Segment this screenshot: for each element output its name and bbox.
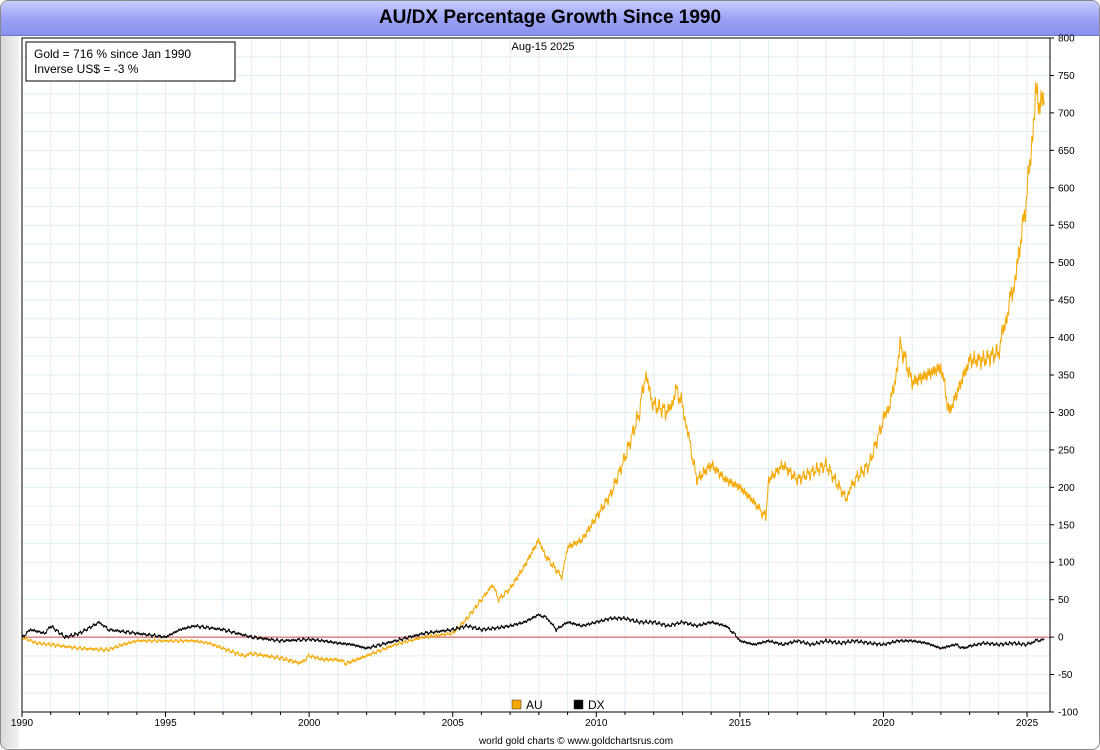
x-tick-labels: 1990 1995 2000 2005 2010 2015 2020 2025 bbox=[11, 718, 1039, 729]
x-tick-label: 2010 bbox=[585, 718, 608, 729]
y-tick-label: -50 bbox=[1058, 670, 1073, 681]
y-tick-label: 500 bbox=[1058, 258, 1075, 269]
y-tick-label: 600 bbox=[1058, 183, 1075, 194]
y-tick-label: 100 bbox=[1058, 558, 1075, 569]
x-tick-label: 2020 bbox=[872, 718, 895, 729]
x-tick-label: 2000 bbox=[298, 718, 321, 729]
y-tick-labels: 8007507006506005505004504003503002502001… bbox=[1058, 34, 1078, 719]
y-tick-label: 300 bbox=[1058, 408, 1075, 419]
legend-label-dx: DX bbox=[588, 698, 605, 712]
legend-label-au: AU bbox=[526, 698, 543, 712]
y-tick-label: 550 bbox=[1058, 221, 1075, 232]
x-tick-label: 2005 bbox=[442, 718, 465, 729]
y-tick-label: 0 bbox=[1058, 633, 1064, 644]
y-tick-label: 400 bbox=[1058, 333, 1075, 344]
left-strip bbox=[1, 36, 19, 748]
y-tick-label: -100 bbox=[1058, 708, 1078, 719]
info-dollar-text: Inverse US$ = -3 % bbox=[34, 62, 139, 76]
x-tick-label: 1990 bbox=[11, 718, 34, 729]
y-tick-label: 700 bbox=[1058, 108, 1075, 119]
series-line-au bbox=[21, 81, 1045, 666]
y-tick-label: 250 bbox=[1058, 445, 1075, 456]
y-tick-label: 750 bbox=[1058, 71, 1075, 82]
info-box: Gold = 716 % since Jan 1990 Inverse US$ … bbox=[25, 41, 236, 82]
x-tick-label: 2025 bbox=[1016, 718, 1039, 729]
legend: AU DX bbox=[511, 698, 605, 712]
grid-lines bbox=[21, 37, 1050, 713]
legend-swatch-dx bbox=[573, 699, 584, 710]
y-tick-label: 650 bbox=[1058, 146, 1075, 157]
title-bar: AU/DX Percentage Growth Since 1990 bbox=[1, 1, 1099, 36]
date-label: Aug-15 2025 bbox=[512, 41, 575, 53]
y-tick-label: 450 bbox=[1058, 296, 1075, 307]
y-tick-label: 150 bbox=[1058, 520, 1075, 531]
series-lines bbox=[21, 81, 1045, 666]
info-gold-text: Gold = 716 % since Jan 1990 bbox=[34, 47, 191, 61]
y-tick-label: 350 bbox=[1058, 371, 1075, 382]
y-tick-label: 50 bbox=[1058, 595, 1070, 606]
series-line-dx bbox=[21, 613, 1045, 650]
y-tick-label: 800 bbox=[1058, 34, 1075, 45]
chart-title: AU/DX Percentage Growth Since 1990 bbox=[378, 7, 722, 28]
legend-swatch-au bbox=[511, 699, 522, 710]
x-tick-label: 2015 bbox=[729, 718, 752, 729]
y-tick-label: 200 bbox=[1058, 483, 1075, 494]
axes bbox=[21, 37, 1054, 717]
footer-credit: world gold charts © www.goldchartsrus.co… bbox=[478, 736, 673, 747]
x-tick-label: 1995 bbox=[154, 718, 177, 729]
info-box-frame bbox=[25, 41, 236, 82]
